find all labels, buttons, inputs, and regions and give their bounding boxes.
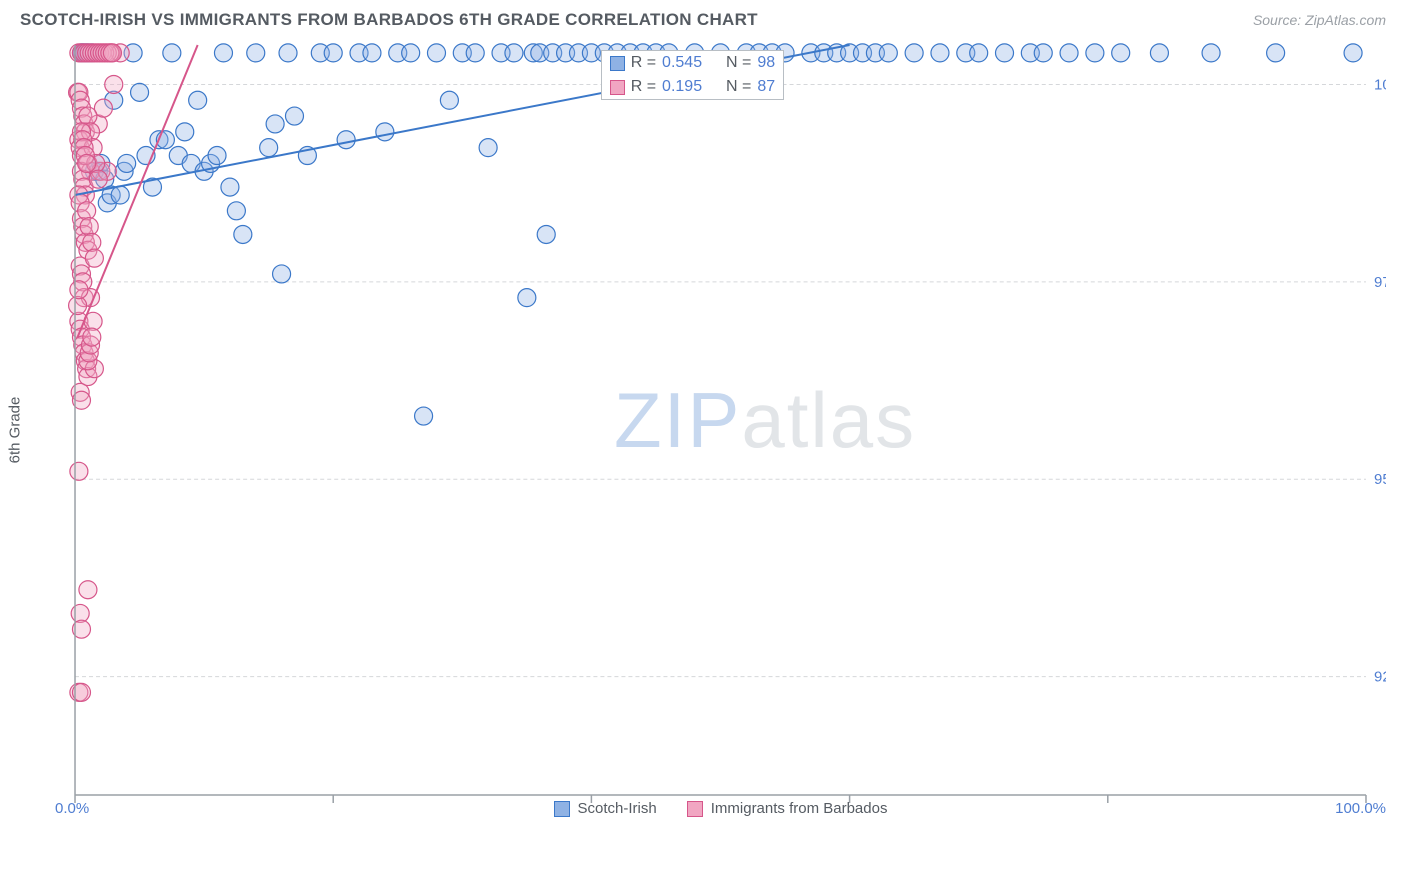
svg-text:97.5%: 97.5% (1374, 274, 1386, 291)
stats-row: R = 0.195 N = 87 (602, 75, 783, 99)
series-swatch (610, 56, 625, 71)
chart-container: 6th Grade 92.5%95.0%97.5%100.0% ZIPatlas… (55, 35, 1386, 825)
legend-item: Immigrants from Barbados (687, 800, 888, 817)
chart-legend: Scotch-Irish Immigrants from Barbados (55, 800, 1386, 817)
scatter-chart: 92.5% 95.0% 97.5% 100.0% (55, 35, 1386, 825)
legend-swatch (687, 801, 703, 817)
correlation-stats-box: R = 0.545 N = 98 R = 0.195 N = 87 (601, 50, 784, 100)
n-label: N = (726, 54, 751, 72)
svg-text:100.0%: 100.0% (1374, 76, 1386, 93)
page-title: SCOTCH-IRISH VS IMMIGRANTS FROM BARBADOS… (20, 10, 758, 30)
series-swatch (610, 80, 625, 95)
source-attribution: Source: ZipAtlas.com (1253, 12, 1386, 28)
svg-text:92.5%: 92.5% (1374, 669, 1386, 686)
y-axis-label: 6th Grade (7, 397, 24, 464)
legend-item: Scotch-Irish (554, 800, 657, 817)
r-value: 0.545 (662, 54, 720, 72)
r-value: 0.195 (662, 78, 720, 96)
stats-row: R = 0.545 N = 98 (602, 51, 783, 75)
n-value: 98 (757, 54, 775, 72)
svg-text:95.0%: 95.0% (1374, 471, 1386, 488)
legend-label: Immigrants from Barbados (711, 800, 888, 817)
n-label: N = (726, 78, 751, 96)
r-label: R = (631, 54, 656, 72)
n-value: 87 (757, 78, 775, 96)
legend-swatch (554, 801, 570, 817)
r-label: R = (631, 78, 656, 96)
legend-label: Scotch-Irish (578, 800, 657, 817)
